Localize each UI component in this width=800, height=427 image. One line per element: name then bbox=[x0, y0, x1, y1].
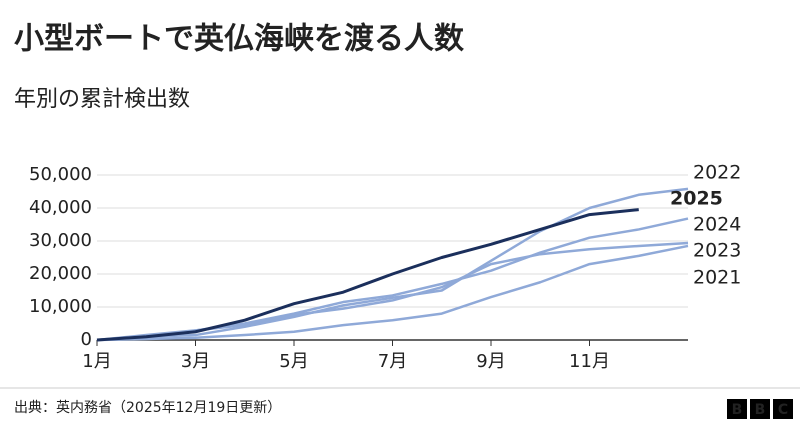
source: 出典：英内務省（2025年12月19日更新） bbox=[14, 399, 281, 416]
series-line bbox=[96, 187, 689, 342]
x-tick-label: 7月 bbox=[378, 351, 407, 372]
x-tick-label: 1月 bbox=[82, 351, 111, 372]
logo-letter: C bbox=[778, 402, 788, 418]
logo-letter: B bbox=[732, 402, 743, 418]
y-tick-label: 50,000 bbox=[29, 164, 92, 185]
y-tick-label: 10,000 bbox=[29, 296, 92, 317]
y-tick-label: 30,000 bbox=[29, 230, 92, 251]
y-tick-label: 20,000 bbox=[29, 263, 92, 284]
x-tick-label: 3月 bbox=[181, 351, 210, 372]
logo-box bbox=[750, 399, 770, 419]
logo-box bbox=[773, 399, 793, 419]
x-tick-label: 11月 bbox=[569, 351, 610, 372]
y-tick-label: 40,000 bbox=[29, 197, 92, 218]
series-label: 2025 bbox=[670, 188, 723, 210]
logo-letter: B bbox=[755, 402, 766, 418]
series-line bbox=[96, 217, 689, 342]
series-label: 2021 bbox=[693, 267, 741, 289]
series-line bbox=[96, 244, 689, 342]
series-line bbox=[96, 241, 689, 342]
logo-box bbox=[727, 399, 747, 419]
series-line bbox=[96, 208, 639, 342]
series-label: 2024 bbox=[693, 214, 741, 236]
x-tick-label: 9月 bbox=[476, 351, 505, 372]
chart-subtitle: 年別の累計検出数 bbox=[14, 87, 190, 112]
series-label: 2023 bbox=[693, 240, 741, 262]
chart-title: 小型ボートで英仏海峡を渡る人数 bbox=[14, 22, 465, 57]
x-tick-label: 5月 bbox=[279, 351, 308, 372]
y-tick-label: 0 bbox=[81, 329, 92, 350]
series-label: 2022 bbox=[693, 162, 741, 184]
